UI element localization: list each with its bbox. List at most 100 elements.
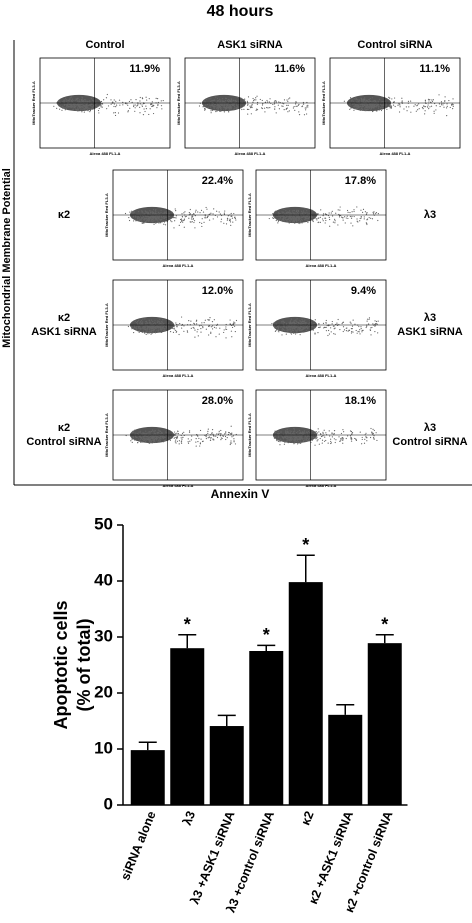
cell-dot xyxy=(322,215,324,217)
cell-dot xyxy=(286,433,288,435)
panel-y-label: MitoTracker Red FL3-A xyxy=(247,413,252,457)
cell-dot xyxy=(370,108,372,110)
cell-dot xyxy=(359,217,361,220)
cell-dot xyxy=(163,217,166,219)
cell-dot xyxy=(295,441,297,443)
cell-dot xyxy=(230,330,233,332)
cell-dot xyxy=(144,211,147,213)
cell-dot xyxy=(446,115,448,117)
cell-dot xyxy=(366,223,368,226)
cell-dot xyxy=(330,212,332,214)
cell-dot xyxy=(358,103,360,105)
cell-dot xyxy=(379,103,382,106)
cell-dot xyxy=(176,325,178,327)
cell-dot xyxy=(137,216,139,218)
cell-dot xyxy=(291,322,293,324)
cell-dot xyxy=(363,100,365,102)
cell-dot xyxy=(110,99,112,101)
cell-dot xyxy=(152,112,155,115)
cell-dot xyxy=(255,99,257,101)
cell-dot xyxy=(75,108,77,111)
cell-dot xyxy=(138,431,140,433)
cell-dot xyxy=(128,100,131,103)
cell-dot xyxy=(283,208,285,210)
cell-dot xyxy=(331,210,333,212)
cell-dot xyxy=(140,327,142,329)
cell-dot xyxy=(289,325,291,328)
cell-dot xyxy=(356,104,359,106)
cell-dot xyxy=(218,432,220,434)
cell-dot xyxy=(192,215,194,217)
cell-dot xyxy=(277,219,279,222)
cell-dot xyxy=(232,104,234,107)
cell-dot xyxy=(152,430,154,432)
cell-dot xyxy=(192,218,194,221)
cell-dot xyxy=(92,99,94,101)
cell-dot xyxy=(134,215,136,217)
cell-dot xyxy=(64,104,66,106)
cell-dot xyxy=(431,100,434,102)
cell-dot xyxy=(143,215,145,217)
cell-dot xyxy=(273,101,275,103)
cell-dot xyxy=(365,213,368,215)
cell-dot xyxy=(223,100,225,102)
cell-dot xyxy=(383,101,385,103)
cell-dot xyxy=(204,101,206,103)
cell-dot xyxy=(435,105,437,107)
cell-dot xyxy=(354,103,356,105)
cell-dot xyxy=(313,432,316,435)
cell-dot xyxy=(211,100,213,102)
cell-dot xyxy=(159,435,162,437)
cell-dot xyxy=(303,432,305,434)
cell-dot xyxy=(183,431,185,433)
cell-dot xyxy=(223,212,225,214)
cell-dot xyxy=(224,210,226,212)
cell-dot xyxy=(201,440,204,443)
cell-dot xyxy=(322,322,325,324)
cell-dot xyxy=(362,98,365,100)
cell-dot xyxy=(209,104,211,106)
cell-dot xyxy=(175,215,177,217)
cell-dot xyxy=(202,106,204,108)
cell-dot xyxy=(360,327,362,330)
cell-dot xyxy=(198,437,200,439)
cell-dot xyxy=(347,330,349,332)
cell-dot xyxy=(353,105,355,107)
cell-dot xyxy=(361,438,363,441)
cell-dot xyxy=(368,101,370,103)
cell-dot xyxy=(386,108,388,110)
cell-dot xyxy=(213,319,215,321)
cell-dot xyxy=(331,320,333,323)
cell-dot xyxy=(148,442,150,444)
cell-dot xyxy=(295,217,297,219)
cell-dot xyxy=(302,433,305,435)
cell-dot xyxy=(372,432,374,435)
cell-dot xyxy=(360,216,362,218)
cell-dot xyxy=(71,98,73,100)
cell-dot xyxy=(103,99,105,101)
cell-dot xyxy=(153,223,155,225)
cell-dot xyxy=(87,101,90,103)
cell-dot xyxy=(318,431,320,433)
cell-dot xyxy=(133,326,135,329)
cell-dot xyxy=(79,107,81,109)
cell-dot xyxy=(85,104,88,106)
cell-dot xyxy=(229,433,231,435)
cell-dot xyxy=(333,430,336,432)
cell-dot xyxy=(306,325,309,327)
cell-dot xyxy=(274,99,276,102)
cell-dot xyxy=(288,110,290,112)
cell-dot xyxy=(324,217,326,219)
cell-dot xyxy=(290,213,292,215)
cell-dot xyxy=(230,108,233,110)
cell-dot xyxy=(130,435,132,437)
cell-dot xyxy=(306,435,309,438)
cell-dot xyxy=(100,103,102,105)
cell-dot xyxy=(189,440,191,442)
cell-dot xyxy=(147,212,149,214)
cell-dot xyxy=(86,108,89,110)
cell-dot xyxy=(76,98,78,100)
cell-dot xyxy=(276,326,279,328)
cell-dot xyxy=(296,321,298,323)
